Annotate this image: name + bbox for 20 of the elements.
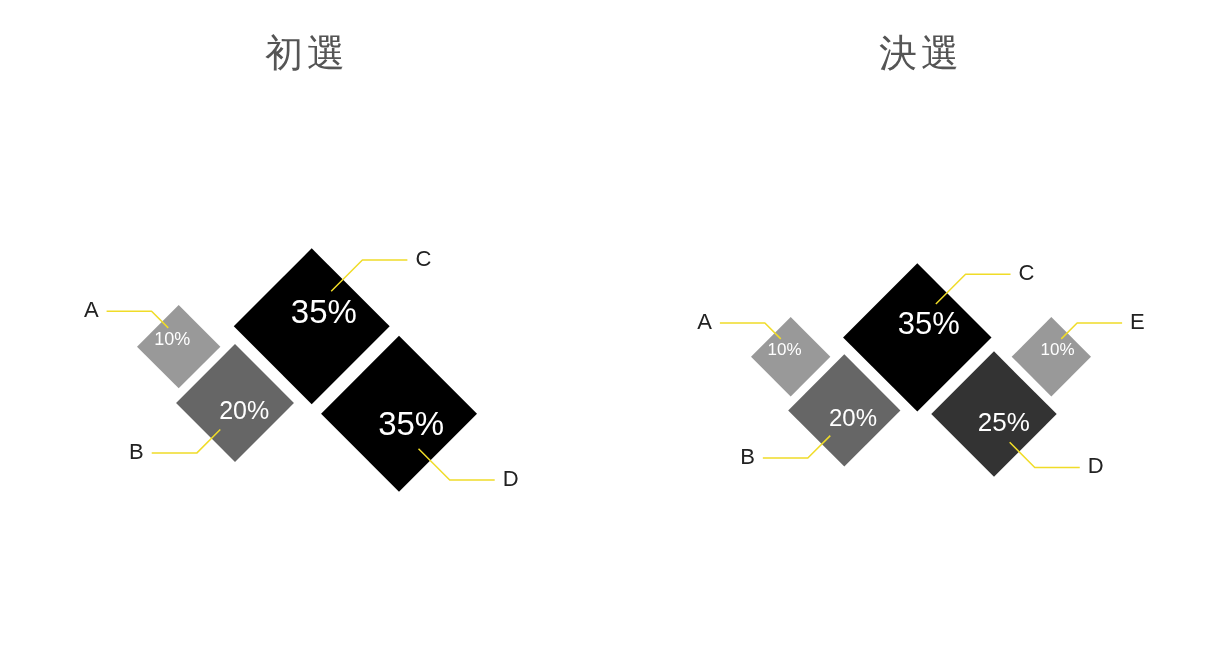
data-label: 10% <box>154 329 191 350</box>
category-label: E <box>1130 309 1145 335</box>
data-label: 35% <box>897 306 960 342</box>
category-label: D <box>1087 453 1104 479</box>
category-label: D <box>502 466 519 491</box>
text: 初選 <box>265 30 349 77</box>
category-label: C <box>1018 260 1035 286</box>
category-label: A <box>697 309 713 335</box>
text: 決選 <box>879 30 963 77</box>
data-label: 35% <box>378 404 445 442</box>
category-label: B <box>740 444 755 470</box>
data-label: 25% <box>977 407 1030 438</box>
category-label: C <box>415 246 432 272</box>
data-label: 20% <box>829 403 878 431</box>
data-label: 35% <box>290 293 357 331</box>
data-label: 10% <box>767 340 802 360</box>
category-label: A <box>83 297 99 323</box>
data-label: 20% <box>219 396 270 425</box>
category-label: B <box>129 439 144 465</box>
data-label: 10% <box>1040 340 1075 360</box>
